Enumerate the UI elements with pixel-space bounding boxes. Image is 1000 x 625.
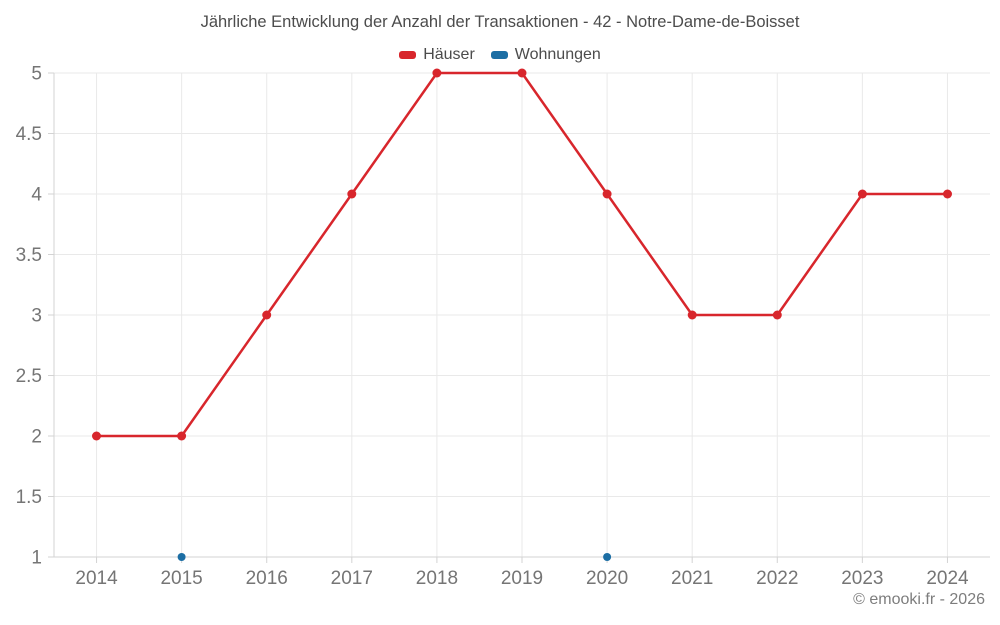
y-tick-label-5: 5 <box>31 64 42 85</box>
point-hauser-2022[interactable] <box>772 310 782 320</box>
legend-item-haeuser[interactable]: Häuser <box>399 46 475 64</box>
x-tick-label-2021: 2021 <box>671 568 713 589</box>
haeuser-swatch-icon <box>399 51 417 59</box>
x-tick-label-2017: 2017 <box>331 568 373 589</box>
point-hauser-2024[interactable] <box>943 189 952 199</box>
attribution: © emooki.fr - 2026 <box>853 591 985 608</box>
point-wohnungen-2020[interactable] <box>603 553 612 561</box>
chart-title: Jährliche Entwicklung der Anzahl der Tra… <box>200 13 800 31</box>
y-tick-label-2.5: 2.5 <box>16 366 42 387</box>
x-tick-label-2024: 2024 <box>926 568 969 589</box>
point-hauser-2020[interactable] <box>602 189 612 199</box>
x-tick-label-2020: 2020 <box>586 568 628 589</box>
point-wohnungen-2015[interactable] <box>177 553 186 561</box>
point-hauser-2014[interactable] <box>92 431 101 441</box>
x-tick-label-2023: 2023 <box>841 568 883 589</box>
point-hauser-2018[interactable] <box>432 68 442 78</box>
y-tick-label-4: 4 <box>31 185 42 206</box>
legend-label-wohnungen: Wohnungen <box>514 46 601 63</box>
y-tick-label-3: 3 <box>31 306 42 327</box>
point-hauser-2023[interactable] <box>857 189 867 199</box>
point-hauser-2021[interactable] <box>687 310 697 320</box>
y-tick-label-4.5: 4.5 <box>16 124 42 145</box>
y-tick-label-1: 1 <box>31 548 42 569</box>
legend: Häuser Wohnungen <box>0 46 1000 64</box>
y-tick-label-2: 2 <box>31 427 42 448</box>
wohnungen-swatch-icon <box>490 51 508 59</box>
legend-item-wohnungen[interactable]: Wohnungen <box>490 46 601 64</box>
point-hauser-2017[interactable] <box>347 189 357 199</box>
x-tick-label-2015: 2015 <box>160 568 202 589</box>
y-tick-label-3.5: 3.5 <box>16 245 42 266</box>
point-hauser-2019[interactable] <box>517 68 527 78</box>
x-tick-label-2019: 2019 <box>501 568 543 589</box>
x-tick-label-2016: 2016 <box>246 568 288 589</box>
y-tick-label-1.5: 1.5 <box>16 487 42 508</box>
point-hauser-2016[interactable] <box>262 310 272 320</box>
point-hauser-2015[interactable] <box>177 431 187 441</box>
x-tick-label-2022: 2022 <box>756 568 798 589</box>
legend-label-haeuser: Häuser <box>423 46 475 63</box>
x-tick-label-2014: 2014 <box>75 568 118 589</box>
x-tick-label-2018: 2018 <box>416 568 458 589</box>
